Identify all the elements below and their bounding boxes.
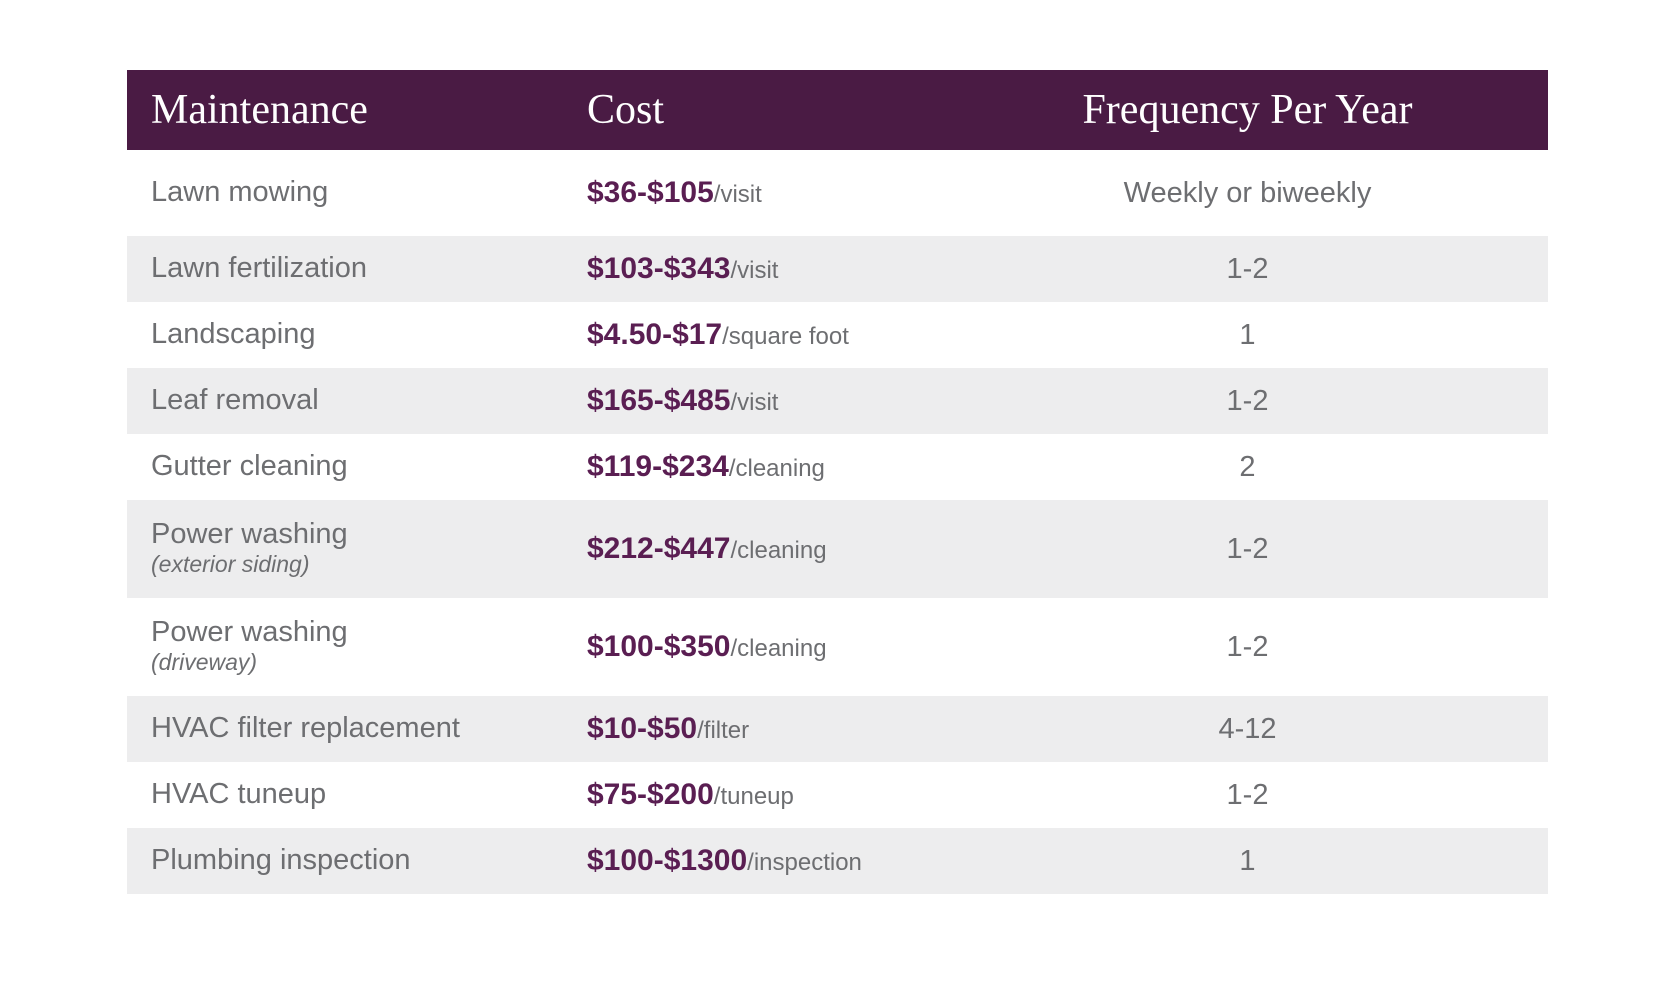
cost-cell: $100-$350/cleaning	[587, 630, 947, 664]
cost-unit: /cleaning	[728, 455, 825, 482]
maintenance-cell: Power washing (driveway)	[127, 616, 587, 676]
cost-unit: /cleaning	[730, 537, 827, 564]
frequency-cell: 1	[947, 845, 1548, 878]
maintenance-sub-label: (exterior siding)	[151, 551, 310, 578]
maintenance-label: HVAC tuneup	[151, 778, 327, 811]
cost-cell: $212-$447/cleaning	[587, 532, 947, 566]
table-row: Gutter cleaning $119-$234/cleaning 2	[127, 434, 1548, 500]
cost-unit: /inspection	[747, 849, 862, 876]
cost-cell: $4.50-$17/square foot	[587, 318, 947, 352]
column-header-frequency: Frequency Per Year	[1082, 87, 1413, 133]
table-row: Lawn mowing $36-$105/visit Weekly or biw…	[127, 150, 1548, 236]
frequency-cell: 4-12	[947, 713, 1548, 746]
cost-unit: /visit	[713, 181, 762, 208]
cost-unit: /visit	[730, 389, 779, 416]
column-header-maintenance: Maintenance	[151, 87, 368, 133]
maintenance-label: Plumbing inspection	[151, 844, 411, 877]
cost-range: $103-$343	[587, 252, 731, 285]
maintenance-label: Power washing	[151, 616, 348, 649]
table-body: Lawn mowing $36-$105/visit Weekly or biw…	[127, 150, 1548, 894]
frequency-value: 1-2	[1226, 778, 1269, 811]
frequency-value: 4-12	[1218, 712, 1277, 745]
frequency-value: Weekly or biweekly	[1123, 176, 1372, 209]
maintenance-label: Lawn fertilization	[151, 252, 367, 285]
frequency-value: 1	[1239, 844, 1256, 877]
cost-unit: /visit	[730, 257, 779, 284]
maintenance-label: Gutter cleaning	[151, 450, 348, 483]
cost-unit: /filter	[697, 717, 750, 744]
cost-range: $75-$200	[587, 778, 714, 811]
frequency-value: 1	[1239, 318, 1256, 351]
maintenance-cell: Landscaping	[127, 318, 587, 351]
cost-range: $10-$50	[587, 712, 698, 745]
cost-unit: /square foot	[722, 323, 849, 350]
cost-range: $36-$105	[587, 176, 714, 209]
frequency-cell: 1-2	[947, 779, 1548, 812]
cost-cell: $36-$105/visit	[587, 176, 947, 210]
maintenance-cell: Lawn fertilization	[127, 252, 587, 285]
cost-cell: $10-$50/filter	[587, 712, 947, 746]
frequency-value: 1-2	[1226, 630, 1269, 663]
frequency-cell: 1-2	[947, 631, 1548, 664]
cost-range: $119-$234	[587, 450, 729, 483]
table-row: Lawn fertilization $103-$343/visit 1-2	[127, 236, 1548, 302]
cost-cell: $119-$234/cleaning	[587, 450, 947, 484]
maintenance-label: Leaf removal	[151, 384, 319, 417]
maintenance-cell: Lawn mowing	[127, 176, 587, 209]
cost-range: $4.50-$17	[587, 318, 723, 351]
cost-cell: $75-$200/tuneup	[587, 778, 947, 812]
frequency-value: 1-2	[1226, 532, 1269, 565]
table-row: Power washing (exterior siding) $212-$44…	[127, 500, 1548, 598]
frequency-value: 2	[1239, 450, 1256, 483]
table-row: HVAC filter replacement $10-$50/filter 4…	[127, 696, 1548, 762]
table-row: Leaf removal $165-$485/visit 1-2	[127, 368, 1548, 434]
frequency-cell: 1-2	[947, 253, 1548, 286]
cost-range: $100-$1300	[587, 844, 748, 877]
table-row: Plumbing inspection $100-$1300/inspectio…	[127, 828, 1548, 894]
cost-range: $100-$350	[587, 630, 731, 663]
cost-cell: $165-$485/visit	[587, 384, 947, 418]
frequency-cell: 1-2	[947, 385, 1548, 418]
frequency-value: 1-2	[1226, 384, 1269, 417]
cost-unit: /cleaning	[730, 635, 827, 662]
maintenance-label: Landscaping	[151, 318, 316, 351]
maintenance-cost-table: Maintenance Cost Frequency Per Year Lawn…	[127, 70, 1548, 894]
frequency-cell: Weekly or biweekly	[947, 177, 1548, 210]
cost-range: $165-$485	[587, 384, 731, 417]
frequency-value: 1-2	[1226, 252, 1269, 285]
maintenance-cell: Power washing (exterior siding)	[127, 518, 587, 578]
cost-unit: /tuneup	[713, 783, 794, 810]
maintenance-cell: HVAC tuneup	[127, 778, 587, 811]
maintenance-cell: Leaf removal	[127, 384, 587, 417]
column-header-cost: Cost	[587, 87, 665, 133]
maintenance-cell: Gutter cleaning	[127, 450, 587, 483]
table-row: Landscaping $4.50-$17/square foot 1	[127, 302, 1548, 368]
table-row: HVAC tuneup $75-$200/tuneup 1-2	[127, 762, 1548, 828]
frequency-cell: 1	[947, 319, 1548, 352]
maintenance-label: HVAC filter replacement	[151, 712, 460, 745]
table-header-row: Maintenance Cost Frequency Per Year	[127, 70, 1548, 150]
maintenance-label: Power washing	[151, 518, 348, 551]
table-row: Power washing (driveway) $100-$350/clean…	[127, 598, 1548, 696]
cost-cell: $103-$343/visit	[587, 252, 947, 286]
frequency-cell: 2	[947, 451, 1548, 484]
maintenance-label: Lawn mowing	[151, 176, 329, 209]
maintenance-cell: HVAC filter replacement	[127, 712, 587, 745]
maintenance-cell: Plumbing inspection	[127, 844, 587, 877]
cost-range: $212-$447	[587, 532, 731, 565]
cost-cell: $100-$1300/inspection	[587, 844, 947, 878]
frequency-cell: 1-2	[947, 533, 1548, 566]
maintenance-sub-label: (driveway)	[151, 649, 258, 676]
